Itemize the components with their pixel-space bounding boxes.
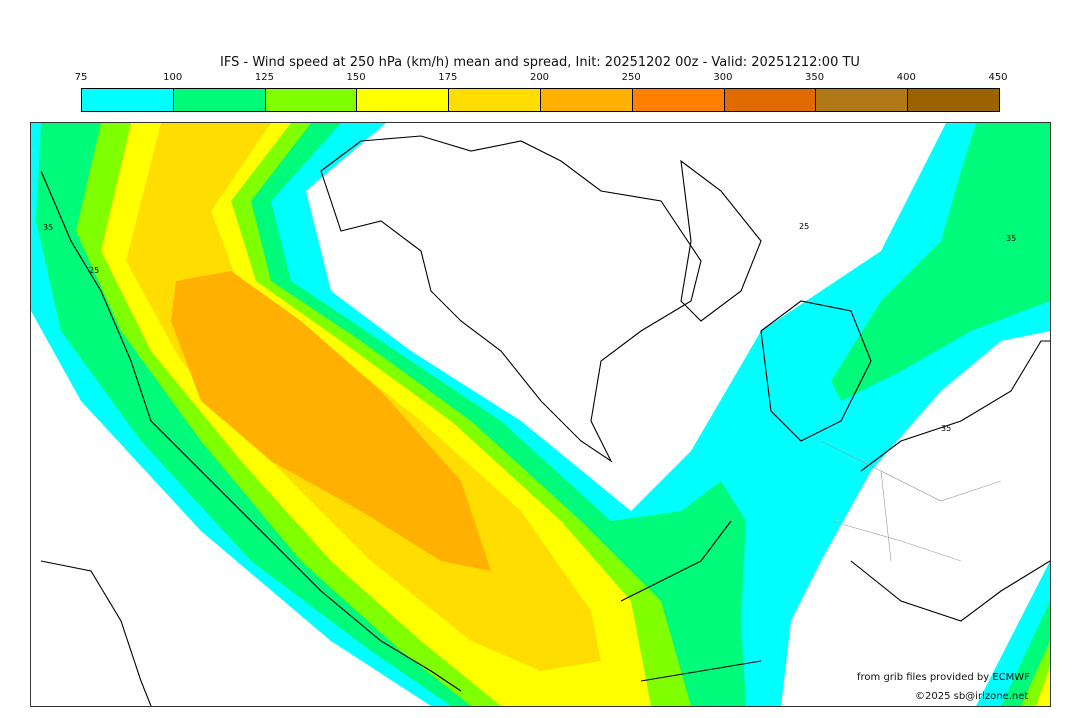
legend-tick-label: 350 bbox=[805, 72, 825, 83]
contour-label: 35 bbox=[43, 223, 53, 232]
contour-label: 25 bbox=[799, 222, 809, 231]
contour-label: 35 bbox=[1006, 234, 1016, 243]
legend-swatch bbox=[265, 89, 358, 111]
legend-tick-label: 150 bbox=[346, 72, 366, 83]
legend-tick-label: 100 bbox=[163, 72, 183, 83]
legend-tick-label: 125 bbox=[254, 72, 274, 83]
legend-swatch bbox=[173, 89, 266, 111]
map-title: IFS - Wind speed at 250 hPa (km/h) mean … bbox=[220, 55, 860, 70]
legend-swatch bbox=[632, 89, 725, 111]
color-legend bbox=[81, 88, 1000, 112]
legend-tick-label: 450 bbox=[988, 72, 1008, 83]
copyright-credit: ©2025 sb@irizone.net bbox=[915, 691, 1029, 702]
band-150-se bbox=[1036, 666, 1050, 706]
legend-swatch bbox=[82, 89, 174, 111]
legend-tick-label: 300 bbox=[713, 72, 733, 83]
contour-label: 25 bbox=[89, 266, 99, 275]
legend-swatch bbox=[816, 89, 909, 111]
band-100-ne bbox=[831, 123, 1050, 401]
legend-swatch bbox=[540, 89, 633, 111]
legend-tick-label: 175 bbox=[438, 72, 458, 83]
legend-swatch bbox=[724, 89, 817, 111]
borders bbox=[820, 440, 1002, 562]
legend-tick-label: 200 bbox=[529, 72, 550, 83]
legend-tick-label: 75 bbox=[74, 72, 88, 83]
legend-swatch bbox=[908, 89, 999, 111]
contour-label: 35 bbox=[941, 424, 951, 433]
data-source-credit: from grib files provided by ECMWF bbox=[857, 672, 1030, 683]
contour-labels: 35 25 35 25 35 bbox=[43, 222, 1016, 433]
band-200 bbox=[171, 271, 491, 571]
legend-swatch bbox=[449, 89, 541, 111]
legend-swatch bbox=[357, 89, 450, 111]
coastlines bbox=[40, 135, 1050, 706]
legend-tick-label: 400 bbox=[896, 72, 916, 83]
legend-tick-label: 250 bbox=[621, 72, 641, 83]
wind-speed-map: 35 25 35 25 35 bbox=[30, 122, 1051, 707]
